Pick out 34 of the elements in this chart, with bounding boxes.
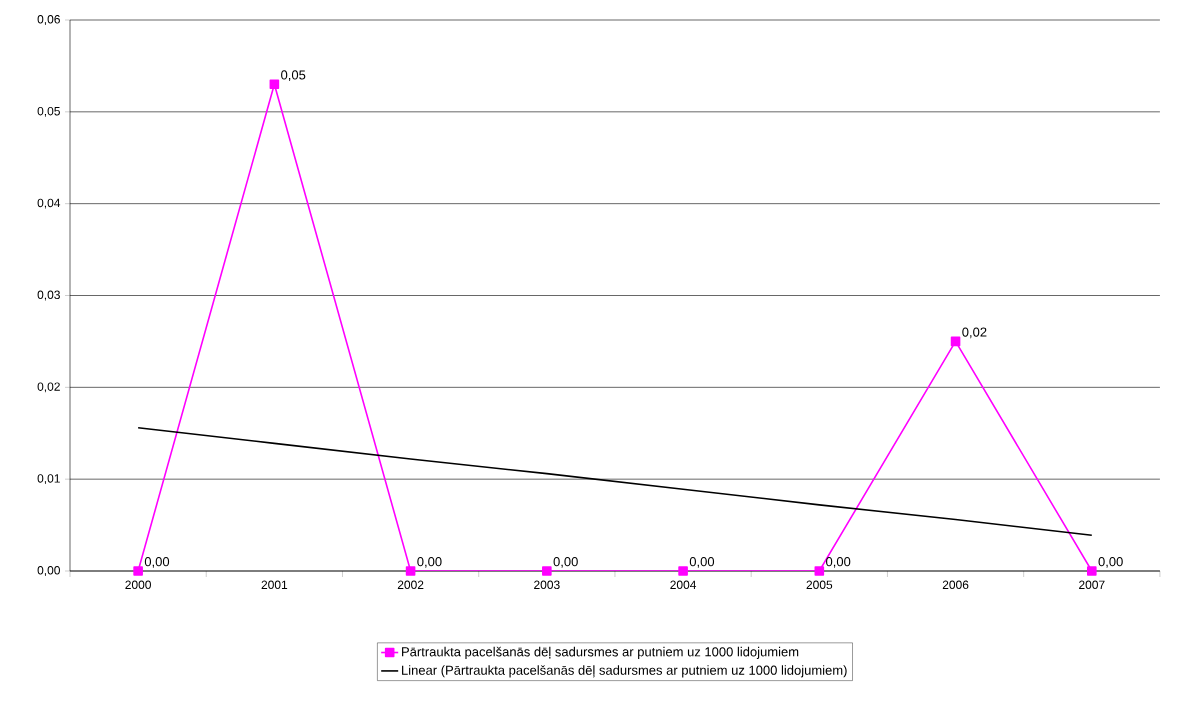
x-tick-label: 2007 (1079, 580, 1105, 590)
line-series (137, 426, 1093, 536)
data-label: 0,00 (144, 557, 170, 568)
point (1087, 566, 1097, 576)
legend-label: Pārtraukta pacelšanās dēļ sadursmes ar putniem uz 1000 lidojumiem (402, 646, 799, 660)
legend-label: Linear (Pārtraukta pacelšanās dēļ sadursmes ar putniem uz 1000 lidojumiem) (402, 665, 847, 678)
x-tick-label: 2002 (397, 580, 424, 590)
y-tick-label: 0,01 (37, 474, 60, 485)
point (405, 566, 416, 576)
y-tick-label: 0,03 (37, 290, 60, 301)
y-tick-label: 0,06 (37, 15, 60, 25)
y-tick-label: 0,02 (37, 382, 60, 393)
y-tick-label: 0,00 (37, 566, 60, 576)
x-tick-label: 2000 (125, 580, 151, 590)
data-label: 0,00 (417, 557, 442, 568)
point (678, 566, 688, 576)
data-label: 0,00 (689, 557, 715, 568)
y-tick-label: 0,05 (37, 106, 60, 117)
x-tick-label: 2005 (806, 580, 833, 590)
x-tick-label: 2004 (670, 580, 697, 590)
data-label: 0,00 (1098, 557, 1123, 568)
point (133, 566, 143, 576)
data-label: 0,02 (962, 327, 987, 339)
x-tick-label: 2003 (534, 580, 560, 590)
x-tick-label: 2001 (261, 580, 288, 590)
point (814, 566, 825, 576)
data-label: 0,00 (826, 557, 851, 568)
point (542, 566, 552, 576)
x-tick-label: 2006 (942, 580, 969, 590)
point (950, 336, 961, 347)
y-tick-label: 0,04 (37, 198, 61, 209)
data-label: 0,05 (281, 70, 306, 82)
point (269, 79, 280, 90)
data-label: 0,00 (553, 557, 578, 568)
